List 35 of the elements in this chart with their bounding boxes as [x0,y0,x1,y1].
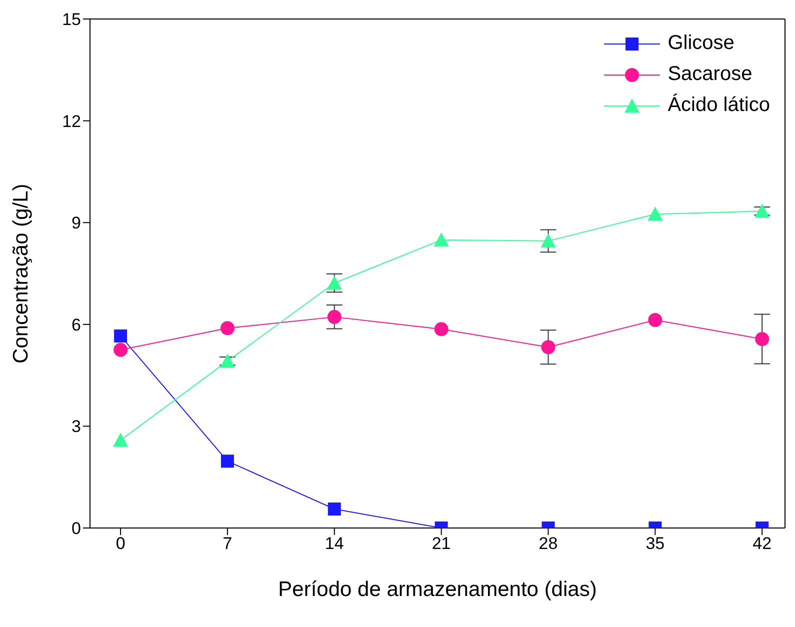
point [326,276,342,290]
y-tick-label: 15 [62,10,81,30]
x-tick-label: 28 [538,534,558,554]
x-tick-label: 21 [432,534,451,554]
x-tick-label: 42 [752,534,772,554]
point [328,502,341,516]
legend-label: Ácido lático [668,94,770,117]
y-axis-title: Concentração (g/L) [9,184,32,364]
y-tick-label: 12 [62,112,81,131]
point [755,332,770,346]
y-tick-label: 9 [72,214,81,233]
point [327,310,342,324]
point [434,322,448,336]
point [648,312,662,327]
point [648,206,663,221]
point [434,232,449,246]
point [540,233,556,248]
point [220,321,234,336]
point [754,204,770,218]
point [113,432,128,447]
point [114,342,128,357]
legend-label: Glicose [668,32,734,55]
x-tick-label: 0 [116,534,126,554]
x-tick-label: 14 [324,534,344,554]
point [220,454,234,468]
y-tick-label: 0 [72,519,81,538]
y-tick-label: 3 [72,417,81,436]
x-tick-label: 7 [222,534,232,554]
y-tick-label: 6 [72,315,81,334]
point [541,340,556,354]
point [114,329,128,342]
legend-label: Sacarose [668,63,752,86]
x-tick-label: 35 [646,534,665,554]
point [220,354,235,368]
x-axis-title: Período de armazenamento (dias) [278,578,597,601]
